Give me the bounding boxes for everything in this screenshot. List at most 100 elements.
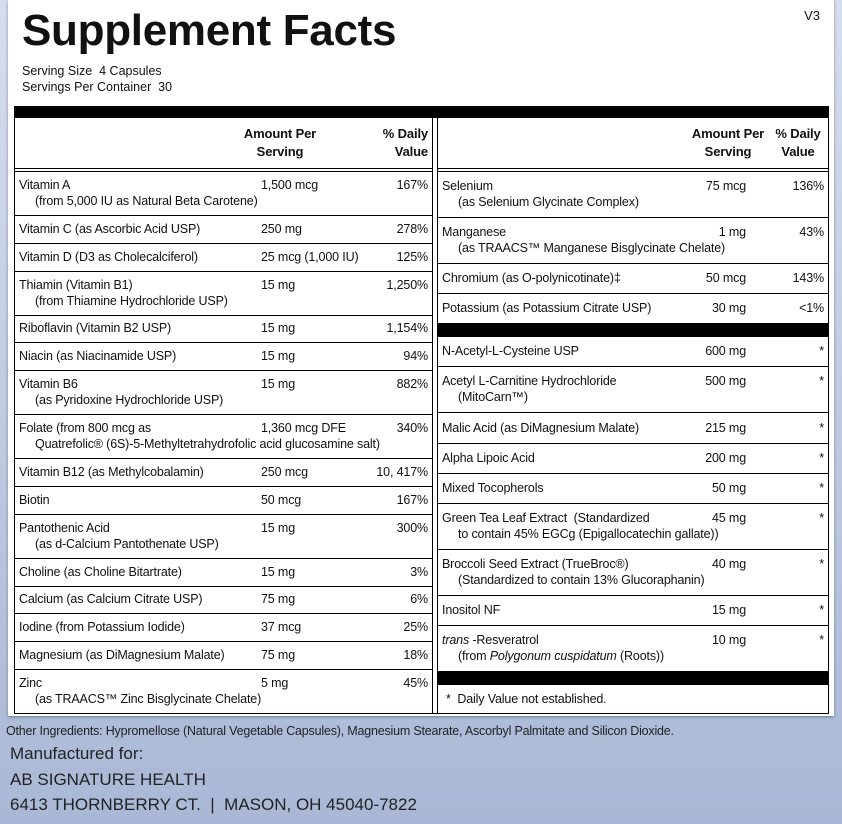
nutrient-name: Vitamin B12 (as Methylcobalamin) xyxy=(19,464,204,479)
row-line: Chromium (as O-polynicotinate)‡ 50 mcg 143… xyxy=(442,270,824,286)
amount: 75 mg xyxy=(261,648,295,663)
nutrient-name: Vitamin C (as Ascorbic Acid USP) xyxy=(19,221,201,236)
nutrient-name: Pantothenic Acid xyxy=(19,520,110,535)
source-text: (as Selenium Glycinate Complex) xyxy=(458,195,639,210)
nutrient-name: Alpha Lipoic Acid xyxy=(442,450,535,465)
row-line: Mixed Tocopherols 50 mg * xyxy=(442,480,824,496)
nutrient-row: N-Acetyl-L-Cysteine USP 600 mg * xyxy=(438,337,828,368)
nutrient-name: Biotin xyxy=(19,492,50,507)
nutrient-row: Biotin 50 mcg 167% xyxy=(15,487,432,515)
source-text: to contain 45% EGCg (Epigallocatechin ga… xyxy=(458,526,719,541)
daily-value: 278% xyxy=(396,221,429,236)
amount: 15 mg xyxy=(261,377,295,392)
nutrient-row: Potassium (as Potassium Citrate USP) 30 m… xyxy=(438,294,828,323)
nutrient-row: Manganese 1 mg 43% (as TRAACS™ Manganese Bi… xyxy=(438,218,828,265)
nutrient-name: Selenium xyxy=(442,179,493,194)
column-header: Amount Per Serving % Daily Value xyxy=(15,118,432,172)
nutrient-row: Calcium (as Calcium Citrate USP) 75 mg 6% xyxy=(15,587,432,615)
nutrient-source: (as Selenium Glycinate Complex) xyxy=(442,194,824,210)
source-text: (as TRAACS™ Zinc Bisglycinate Chelate) xyxy=(35,692,262,707)
nutrient-source: Quatrefolic® (6S)-5-Methyltetrahydrofoli… xyxy=(19,436,428,452)
amount: 45 mg xyxy=(712,510,746,525)
nutrient-source: (from Polygonum cuspidatum (Roots)) xyxy=(442,648,824,664)
amount: 15 mg xyxy=(261,520,295,535)
title: Supplement Facts xyxy=(22,6,397,55)
nutrient-row: Niacin (as Niacinamide USP) 15 mg 94% xyxy=(15,343,432,372)
nutrient-name-part: trans xyxy=(442,632,470,647)
nutrient-row: Broccoli Seed Extract (TrueBroc®) 40 mg * (… xyxy=(438,550,828,596)
amount-header-line: Serving xyxy=(256,144,304,159)
nutrient-name: Malic Acid (as DiMagnesium Malate) xyxy=(442,420,640,435)
amount: 75 mcg xyxy=(705,179,746,194)
nutrient-name: Choline (as Choline Bitartrate) xyxy=(19,564,182,579)
amount: 50 mcg xyxy=(705,271,746,286)
nutrient-row: Inositol NF 15 mg * xyxy=(438,596,828,626)
daily-value: 94% xyxy=(403,349,428,364)
nutrient-name: Folate (from 800 mcg as xyxy=(19,421,152,436)
source-text: (as TRAACS™ Manganese Bisglycinate Chela… xyxy=(458,241,726,256)
amount: 5 mg xyxy=(261,676,289,691)
source-text-part: (from xyxy=(458,648,487,663)
amount: 200 mg xyxy=(705,450,746,465)
daily-value: 1,154% xyxy=(386,321,429,336)
row-line: Inositol NF 15 mg * xyxy=(442,602,824,618)
row-line: Thiamin (Vitamin B1) 15 mg 1,250% xyxy=(19,277,428,293)
row-line: Vitamin B6 15 mg 882% xyxy=(19,376,428,392)
amount: 37 mcg xyxy=(261,620,302,635)
row-line: Choline (as Choline Bitartrate) 15 mg 3% xyxy=(19,564,428,580)
daily-value: 125% xyxy=(396,249,429,264)
source-text: (from Polygonum cuspidatum (Roots)) xyxy=(458,649,664,663)
daily-value: 25% xyxy=(403,620,428,635)
servings-per-container: Servings Per Container 30 xyxy=(22,80,173,94)
section-bar xyxy=(438,671,828,686)
dv-header-line: Value xyxy=(394,144,428,159)
source-text: (from Thiamine Hydrochloride USP) xyxy=(35,293,228,308)
row-line: Magnesium (as DiMagnesium Malate) 75 mg 18… xyxy=(19,647,428,663)
source-text: (as Pyridoxine Hydrochloride USP) xyxy=(35,393,224,408)
nutrient-name: Niacin (as Niacinamide USP) xyxy=(19,349,177,364)
daily-value: 167% xyxy=(396,177,429,192)
daily-value: 143% xyxy=(792,271,825,286)
daily-value: * xyxy=(819,344,824,359)
version: V3 xyxy=(804,8,820,23)
nutrient-name: Riboflavin (Vitamin B2 USP) xyxy=(19,321,172,336)
manufacturer-line: AB SIGNATURE HEALTH xyxy=(10,769,206,789)
amount: 15 mg xyxy=(712,602,746,617)
row-line: Green Tea Leaf Extract (Standardized 45 m… xyxy=(442,510,824,526)
dv-header: % Daily Value xyxy=(766,125,830,161)
amount: 215 mg xyxy=(705,420,746,435)
nutrient-name: Mixed Tocopherols xyxy=(442,480,544,495)
daily-value: <1% xyxy=(799,301,824,316)
nutrient-row: Acetyl L-Carnitine Hydrochloride 500 mg * (… xyxy=(438,367,828,414)
nutrient-name: Broccoli Seed Extract (TrueBroc®) xyxy=(442,556,629,571)
nutrient-name: trans -Resveratrol xyxy=(442,633,539,647)
amount: 250 mg xyxy=(261,221,302,236)
source-text-part: (Roots)) xyxy=(620,648,664,663)
row-line: Potassium (as Potassium Citrate USP) 30 m… xyxy=(442,300,824,316)
row-line: Manganese 1 mg 43% xyxy=(442,224,824,240)
daily-value: * xyxy=(819,374,824,389)
daily-value: * xyxy=(819,450,824,465)
amount-header: Amount Per Serving xyxy=(678,125,778,161)
nutrient-row: trans -Resveratrol 10 mg * (from Polygonum … xyxy=(438,626,828,671)
amount: 50 mg xyxy=(712,480,746,495)
amount: 25 mcg (1,000 IU) xyxy=(261,249,359,264)
nutrient-source: (from Thiamine Hydrochloride USP) xyxy=(19,293,428,309)
row-line: Alpha Lipoic Acid 200 mg * xyxy=(442,450,824,466)
nutrient-source: (from 5,000 IU as Natural Beta Carotene) xyxy=(19,193,428,209)
amount: 50 mcg xyxy=(261,492,302,507)
nutrient-row: Malic Acid (as DiMagnesium Malate) 215 mg… xyxy=(438,413,828,444)
nutrient-source: (as d-Calcium Pantothenate USP) xyxy=(19,536,428,552)
daily-value: * xyxy=(819,632,824,647)
manufacturer-line: 6413 THORNBERRY CT. | MASON, OH 45040-78… xyxy=(10,795,417,814)
daily-value: 6% xyxy=(410,592,428,607)
nutrient-name: Vitamin A xyxy=(19,177,71,192)
nutrient-name: Vitamin D (D3 as Cholecalciferol) xyxy=(19,249,198,264)
nutrient-name: N-Acetyl-L-Cysteine USP xyxy=(442,344,579,359)
facts-panel: Supplement Facts V3 Serving Size 4 Capsu… xyxy=(8,0,834,716)
amount: 1,360 mcg DFE xyxy=(261,421,346,436)
nutrient-name: Thiamin (Vitamin B1) xyxy=(19,277,133,292)
nutrient-name: Calcium (as Calcium Citrate USP) xyxy=(19,592,203,607)
daily-value: 43% xyxy=(799,225,824,240)
